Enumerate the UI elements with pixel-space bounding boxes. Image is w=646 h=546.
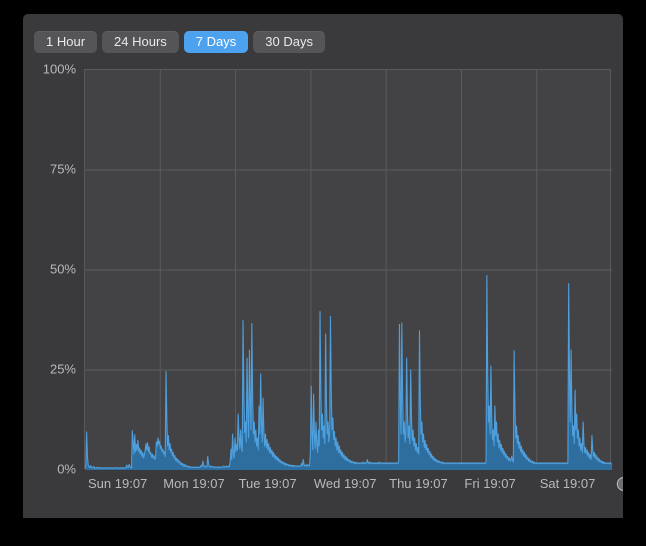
y-axis-tick-label: 75% (49, 161, 76, 177)
x-axis-tick-label: Tue 19:07 (238, 476, 297, 491)
time-range-option-1-hour[interactable]: 1 Hour (34, 31, 98, 53)
x-axis-tick-label: Thu 19:07 (389, 476, 448, 491)
series-line (85, 275, 612, 469)
y-axis-tick-label: 0% (57, 461, 76, 477)
y-axis-tick-label: 100% (42, 61, 76, 77)
chart-plot-area (84, 69, 612, 470)
x-axis-tick-label: Fri 19:07 (464, 476, 516, 491)
cpu-usage-chart (84, 69, 612, 470)
clock-icon[interactable] (615, 475, 623, 493)
y-axis-tick-label: 25% (49, 361, 76, 377)
x-axis-tick-label: Mon 19:07 (163, 476, 225, 491)
time-range-option-24-hours[interactable]: 24 Hours (102, 31, 179, 53)
time-range-option-30-days[interactable]: 30 Days (253, 31, 325, 53)
cpu-usage-area-plot (85, 70, 612, 470)
x-axis-tick-label: Wed 19:07 (313, 476, 377, 491)
x-axis-tick-label: Sat 19:07 (539, 476, 596, 491)
grid-lines (85, 70, 612, 470)
time-range-option-7-days[interactable]: 7 Days (183, 31, 249, 53)
x-axis-tick-label: Sun 19:07 (88, 476, 148, 491)
x-axis: Sun 19:07 Mon 19:07 Tue 19:07 Wed 19:07 Thu … (84, 476, 611, 496)
y-axis: 0% 25% 50% 75% 100% (23, 62, 80, 477)
series-area-fill (85, 275, 612, 470)
time-range-segmented-control[interactable]: 1 Hour 24 Hours 7 Days 30 Days (34, 31, 325, 53)
y-axis-tick-label: 50% (49, 261, 76, 277)
activity-monitor-cpu-window: 1 Hour 24 Hours 7 Days 30 Days 0% 25% 50% 75% 1… (23, 14, 623, 518)
